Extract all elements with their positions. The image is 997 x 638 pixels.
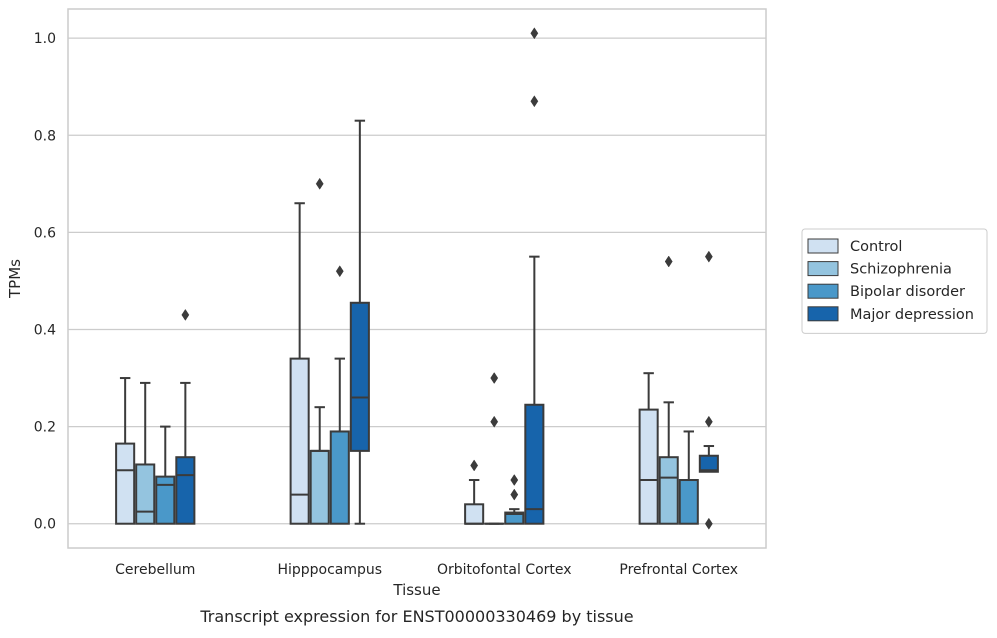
y-axis-ticks: 0.0 0.2 0.4 0.6 0.8 1.0 bbox=[34, 31, 56, 533]
y-tick-label: 0.4 bbox=[34, 322, 56, 338]
box-major-depression bbox=[525, 28, 543, 524]
box-layer bbox=[116, 28, 718, 529]
x-tick-label: Hipppocampus bbox=[277, 562, 382, 578]
box-major-depression bbox=[351, 121, 369, 524]
legend-label: Major depression bbox=[850, 307, 974, 323]
box-body bbox=[156, 477, 174, 524]
y-tick-label: 0.2 bbox=[34, 420, 56, 436]
box-body bbox=[311, 451, 329, 524]
x-tick-label: Cerebellum bbox=[115, 562, 195, 578]
x-axis-label: Tissue bbox=[392, 581, 440, 599]
box-control bbox=[116, 378, 134, 524]
legend-item: Major depression bbox=[808, 307, 974, 323]
box-schizophrenia bbox=[660, 256, 678, 524]
grid-layer bbox=[68, 38, 766, 524]
legend-item: Control bbox=[808, 239, 902, 255]
outlier-point bbox=[665, 256, 672, 267]
outlier-point bbox=[471, 460, 478, 471]
legend-swatch bbox=[808, 262, 838, 276]
legend: Control Schizophrenia Bipolar disorder Majo… bbox=[802, 229, 987, 333]
outlier-point bbox=[182, 309, 189, 320]
box-body bbox=[660, 457, 678, 524]
outlier-point bbox=[705, 251, 712, 262]
box-body bbox=[116, 444, 134, 524]
outlier-point bbox=[491, 373, 498, 384]
box-major-depression bbox=[176, 309, 194, 523]
outlier-point bbox=[511, 475, 518, 486]
box-body bbox=[525, 405, 543, 524]
box-control bbox=[640, 373, 658, 524]
box-body bbox=[640, 410, 658, 524]
box-body bbox=[465, 504, 483, 523]
box-bipolar-disorder bbox=[156, 427, 174, 524]
legend-swatch bbox=[808, 284, 838, 298]
x-tick-label: Prefrontal Cortex bbox=[619, 562, 738, 578]
box-body bbox=[291, 359, 309, 524]
legend-swatch bbox=[808, 307, 838, 321]
outlier-point bbox=[705, 518, 712, 529]
box-major-depression bbox=[700, 251, 718, 529]
box-body bbox=[680, 480, 698, 524]
y-tick-label: 1.0 bbox=[34, 31, 56, 47]
chart-caption: Transcript expression for ENST0000033046… bbox=[199, 607, 633, 626]
box-schizophrenia bbox=[311, 178, 329, 523]
box-control bbox=[465, 460, 483, 524]
y-tick-label: 0.8 bbox=[34, 128, 56, 144]
legend-label: Bipolar disorder bbox=[850, 284, 965, 300]
outlier-point bbox=[531, 96, 538, 107]
box-body bbox=[331, 431, 349, 523]
x-axis-ticks: Cerebellum Hipppocampus Orbitofontal Corte… bbox=[115, 562, 738, 578]
outlier-point bbox=[491, 416, 498, 427]
x-tick-label: Orbitofontal Cortex bbox=[437, 562, 572, 578]
y-tick-label: 0.6 bbox=[34, 225, 56, 241]
legend-label: Schizophrenia bbox=[850, 262, 952, 278]
legend-swatch bbox=[808, 239, 838, 253]
legend-item: Bipolar disorder bbox=[808, 284, 965, 300]
outlier-point bbox=[336, 266, 343, 277]
box-schizophrenia bbox=[485, 373, 503, 524]
y-axis-label: TPMs bbox=[6, 259, 24, 299]
legend-item: Schizophrenia bbox=[808, 262, 952, 278]
box-control bbox=[291, 203, 309, 523]
box-bipolar-disorder bbox=[331, 266, 349, 524]
outlier-point bbox=[531, 28, 538, 39]
box-schizophrenia bbox=[136, 383, 154, 524]
box-body bbox=[176, 457, 194, 524]
outlier-point bbox=[705, 416, 712, 427]
legend-label: Control bbox=[850, 239, 902, 255]
outlier-point bbox=[511, 489, 518, 500]
box-body bbox=[351, 303, 369, 451]
box-bipolar-disorder bbox=[505, 475, 523, 524]
outlier-point bbox=[316, 178, 323, 189]
y-tick-label: 0.0 bbox=[34, 517, 56, 533]
box-bipolar-disorder bbox=[680, 431, 698, 523]
box-body bbox=[136, 464, 154, 523]
